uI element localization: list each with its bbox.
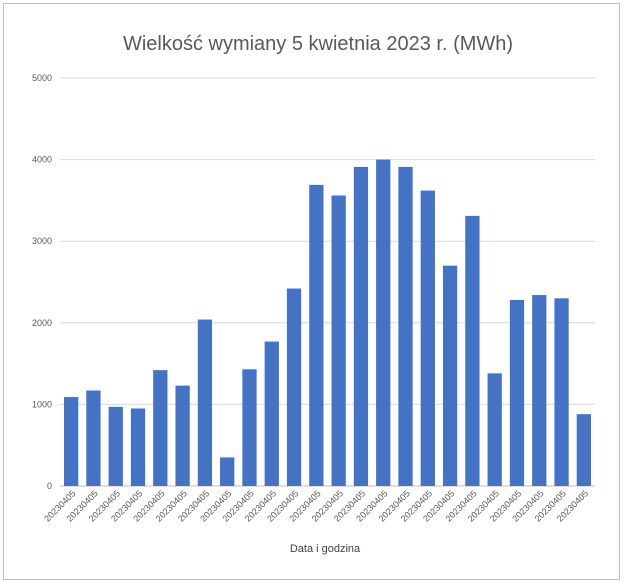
x-axis-ticks: 2023040520230405202304052023040520230405… xyxy=(42,488,590,523)
bar xyxy=(376,159,391,486)
bars xyxy=(64,159,591,487)
bar xyxy=(286,288,302,486)
bar xyxy=(64,397,79,486)
bar xyxy=(465,215,480,487)
y-tick-label: 2000 xyxy=(32,318,52,328)
bar xyxy=(576,414,591,486)
bar xyxy=(398,166,413,486)
y-tick-label: 1000 xyxy=(32,399,52,409)
y-axis-ticks: 0 1000 2000 3000 4000 5000 xyxy=(32,73,52,491)
chart-title: Wielkość wymiany 5 kwietnia 2023 r. (MWh… xyxy=(123,33,513,55)
bar xyxy=(175,385,190,486)
bar xyxy=(264,341,279,486)
bar xyxy=(86,390,101,486)
bar xyxy=(130,408,146,486)
bar xyxy=(220,457,235,486)
bar xyxy=(420,190,435,486)
bar xyxy=(242,369,257,486)
y-tick-label: 0 xyxy=(47,481,52,491)
bar xyxy=(153,370,168,486)
x-axis-label: Data i godzina xyxy=(290,543,361,555)
gridlines xyxy=(60,77,595,487)
bar xyxy=(509,299,525,486)
bar xyxy=(353,166,369,486)
bar xyxy=(108,406,123,486)
y-tick-label: 5000 xyxy=(32,73,52,83)
bar xyxy=(331,195,346,486)
y-tick-label: 3000 xyxy=(32,236,52,246)
bar xyxy=(554,298,569,486)
y-tick-label: 4000 xyxy=(32,155,52,165)
bar xyxy=(442,265,458,486)
bar xyxy=(532,295,547,486)
bar xyxy=(487,373,502,486)
bar xyxy=(309,184,324,486)
bar xyxy=(197,319,213,486)
